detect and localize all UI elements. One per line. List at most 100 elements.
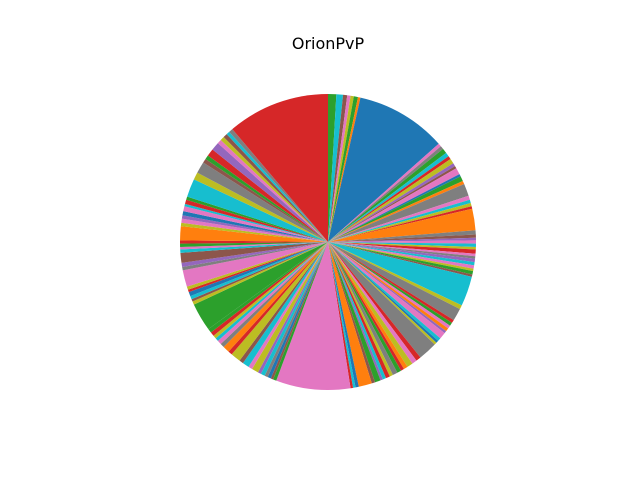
pie-slice-17 [328, 174, 461, 242]
pie-slice-5 [328, 96, 358, 242]
pie-slice-88 [213, 242, 328, 339]
pie-slice-122 [217, 140, 328, 242]
pie-slice-22 [328, 199, 471, 242]
pie-slice-87 [215, 242, 328, 341]
pie-slices [180, 94, 476, 391]
pie-slice-121 [212, 143, 328, 242]
pie-slice-100 [181, 242, 328, 268]
pie-slice-104 [180, 242, 328, 248]
pie-slice-101 [180, 242, 328, 263]
pie-slice-15 [328, 166, 457, 242]
pie-slice-120 [207, 149, 328, 242]
pie-slice-71 [276, 242, 351, 391]
pie-slice-24 [328, 206, 473, 242]
pie-slice-32 [328, 242, 476, 254]
pie-slice-99 [182, 242, 328, 271]
pie-slice-106 [180, 226, 328, 242]
pie-slice-26 [328, 230, 476, 242]
pie-slice-89 [210, 242, 328, 336]
pie-slice-48 [328, 242, 447, 334]
pie-slice-118 [203, 158, 328, 242]
pie-slice-54 [328, 242, 421, 361]
pie-slice-52 [328, 242, 437, 345]
pie-slice-123 [220, 137, 328, 242]
pie-slice-79 [248, 242, 328, 370]
pie-slice-58 [328, 242, 404, 371]
pie-slice-18 [328, 176, 463, 242]
pie-slice-102 [180, 242, 328, 253]
pie-slice-66 [328, 242, 376, 384]
pie-slice-1 [328, 94, 344, 243]
pie-slice-55 [328, 242, 417, 364]
pie-slice-67 [328, 242, 372, 387]
pie-slice-43 [328, 242, 460, 321]
pie-slice-13 [328, 158, 454, 242]
pie-slice-65 [328, 242, 381, 383]
pie-slice-37 [328, 242, 475, 269]
pie-slice-105 [180, 240, 328, 244]
pie-slice-91 [193, 242, 328, 330]
pie-slice-94 [190, 242, 328, 300]
pie-slice-51 [328, 242, 439, 343]
pie-slice-93 [191, 242, 328, 302]
pie-slice-81 [239, 242, 328, 364]
pie-slice-30 [328, 242, 476, 248]
pie-slice-83 [228, 242, 328, 355]
pie-slice-47 [328, 242, 449, 332]
pie-slice-27 [328, 234, 476, 242]
pie-slice-85 [220, 242, 328, 347]
pie-slice-98 [182, 242, 328, 287]
pie-slice-28 [328, 237, 476, 242]
pie-slice-74 [267, 242, 328, 379]
pie-slice-29 [328, 240, 476, 244]
pie-slice-78 [252, 242, 328, 373]
pie-slice-117 [197, 162, 328, 242]
pie-slice-9 [328, 146, 444, 242]
pie-slice-110 [182, 211, 328, 242]
pie-slice-95 [188, 242, 328, 297]
pie-slice-19 [328, 180, 465, 242]
pie-slice-8 [328, 143, 441, 242]
pie-slice-40 [328, 242, 473, 277]
pie-slice-125 [226, 131, 328, 242]
pie-slice-25 [328, 208, 476, 242]
pie-slice-68 [328, 242, 359, 388]
pie-slice-38 [328, 242, 474, 272]
pie-slice-115 [187, 179, 328, 242]
pie-slice-49 [328, 242, 445, 339]
pie-slice-80 [242, 242, 328, 367]
pie-slice-63 [328, 242, 386, 380]
pie-slice-11 [328, 152, 449, 242]
pie-slice-56 [328, 242, 413, 367]
pie-slice-45 [328, 242, 452, 326]
pie-slice-112 [184, 203, 328, 242]
pie-slice-59 [328, 242, 402, 373]
pie-slice-70 [328, 242, 354, 389]
pie-slice-34 [328, 242, 476, 259]
pie-slice-73 [270, 242, 328, 380]
pie-slice-12 [328, 156, 451, 242]
pie-slice-2 [328, 94, 348, 243]
pie-slice-84 [223, 242, 328, 352]
pie-slice-50 [328, 242, 441, 341]
pie-slice-126 [229, 129, 328, 242]
pie-slice-124 [223, 134, 328, 242]
pie-slice-77 [257, 242, 328, 374]
pie-slice-53 [328, 242, 435, 358]
pie-slice-36 [328, 242, 475, 266]
pie-slice-108 [181, 218, 328, 242]
pie-slice-127 [232, 94, 328, 242]
pie-slice-64 [328, 242, 383, 381]
pie-slice-46 [328, 242, 451, 329]
pie-slice-31 [328, 242, 476, 250]
pie-slice-3 [328, 95, 351, 242]
pie-slice-92 [192, 242, 328, 305]
pie-slice-109 [181, 215, 328, 242]
pie-slice-60 [328, 242, 398, 376]
pie-slice-16 [328, 168, 460, 242]
pie-slice-4 [328, 95, 354, 242]
pie-slice-39 [328, 242, 474, 275]
pie-slice-103 [180, 242, 328, 250]
pie-slice-119 [205, 155, 328, 242]
